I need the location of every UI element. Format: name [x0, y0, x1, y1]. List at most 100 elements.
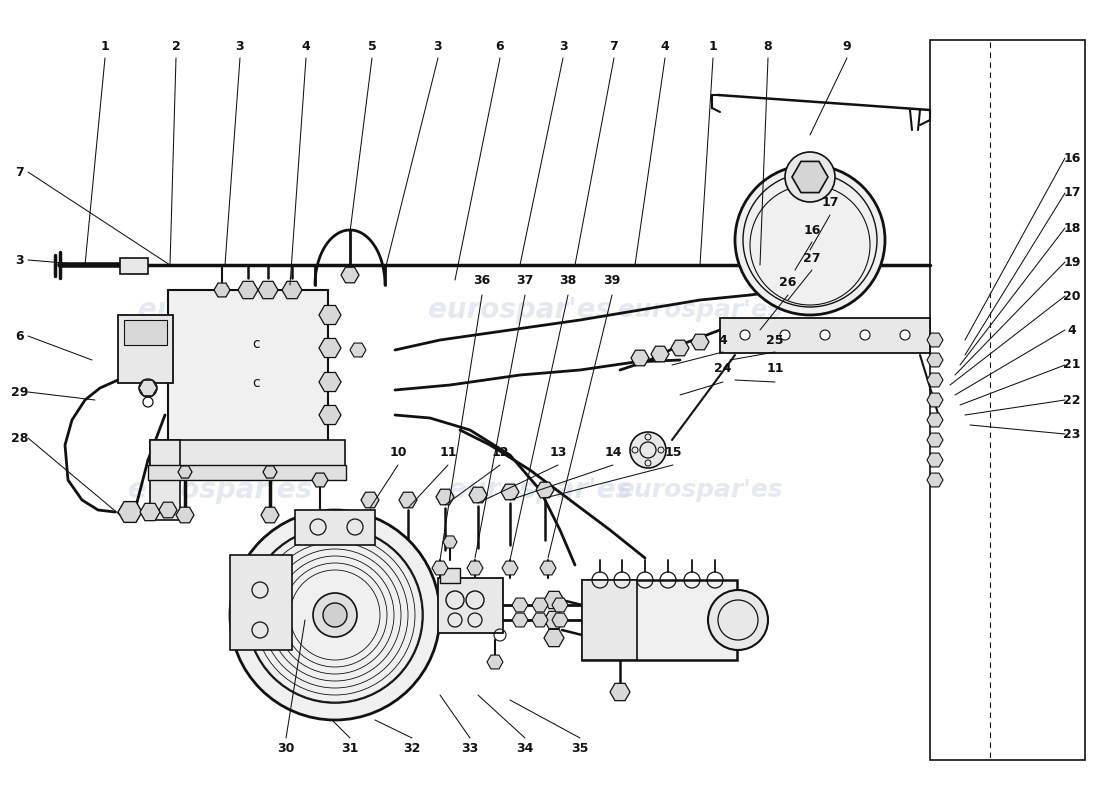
Polygon shape: [139, 380, 157, 396]
Polygon shape: [261, 507, 279, 522]
Polygon shape: [178, 466, 192, 478]
Text: 4: 4: [661, 39, 670, 53]
Text: 1: 1: [708, 39, 717, 53]
Text: 2: 2: [172, 39, 180, 53]
Polygon shape: [118, 502, 142, 522]
Polygon shape: [927, 433, 943, 447]
Polygon shape: [927, 353, 943, 367]
Circle shape: [708, 590, 768, 650]
Text: 3: 3: [433, 39, 442, 53]
Text: 24: 24: [714, 362, 732, 374]
Polygon shape: [500, 484, 519, 500]
Text: 27: 27: [803, 251, 821, 265]
Polygon shape: [443, 536, 456, 548]
Bar: [150, 440, 345, 470]
Bar: [720, 318, 930, 353]
Text: 12: 12: [492, 446, 508, 458]
Polygon shape: [319, 406, 341, 425]
Polygon shape: [176, 507, 194, 522]
Text: c: c: [252, 376, 260, 390]
Text: 3: 3: [235, 39, 244, 53]
Text: 13: 13: [549, 446, 566, 458]
Circle shape: [323, 603, 346, 627]
Bar: [582, 580, 637, 660]
Polygon shape: [651, 346, 669, 362]
Circle shape: [860, 330, 870, 340]
Text: 35: 35: [571, 742, 588, 754]
Text: 6: 6: [15, 330, 24, 342]
Text: 38: 38: [560, 274, 576, 286]
Polygon shape: [319, 373, 341, 391]
Polygon shape: [341, 267, 359, 282]
Text: 3: 3: [15, 254, 24, 266]
Polygon shape: [319, 306, 341, 325]
Text: 39: 39: [604, 274, 620, 286]
Text: 16: 16: [1064, 151, 1080, 165]
Text: 32: 32: [404, 742, 420, 754]
Bar: [930, 40, 1085, 760]
Text: 4: 4: [718, 334, 727, 346]
Text: eurospar'es: eurospar'es: [128, 476, 312, 504]
Polygon shape: [399, 492, 417, 508]
Text: c: c: [252, 338, 260, 351]
Text: 26: 26: [779, 275, 796, 289]
Bar: [440, 568, 460, 583]
Polygon shape: [544, 611, 564, 629]
Polygon shape: [312, 473, 328, 487]
Text: 21: 21: [1064, 358, 1080, 371]
Polygon shape: [160, 502, 177, 518]
Bar: [148, 465, 346, 480]
Text: 19: 19: [1064, 255, 1080, 269]
Text: eurospar'es: eurospar'es: [138, 296, 322, 324]
Polygon shape: [610, 683, 630, 701]
Polygon shape: [552, 613, 568, 627]
Polygon shape: [927, 453, 943, 467]
Circle shape: [900, 330, 910, 340]
Text: 33: 33: [461, 742, 478, 754]
Polygon shape: [469, 487, 487, 502]
Text: 29: 29: [11, 386, 29, 398]
Text: 11: 11: [767, 362, 783, 374]
Polygon shape: [214, 283, 230, 297]
Text: 5: 5: [367, 39, 376, 53]
Circle shape: [785, 152, 835, 202]
Polygon shape: [432, 561, 448, 575]
Bar: [120, 258, 148, 274]
Text: 1: 1: [100, 39, 109, 53]
Polygon shape: [319, 338, 341, 358]
Polygon shape: [927, 393, 943, 407]
Circle shape: [630, 432, 666, 468]
Polygon shape: [532, 613, 548, 627]
Text: 37: 37: [516, 274, 534, 286]
Text: 31: 31: [341, 742, 359, 754]
Circle shape: [314, 593, 358, 637]
Bar: [168, 290, 328, 445]
Bar: [438, 578, 503, 633]
Text: 7: 7: [15, 166, 24, 178]
Text: eurospar'es: eurospar'es: [428, 296, 612, 324]
Polygon shape: [671, 340, 689, 356]
Text: 25: 25: [767, 334, 783, 346]
Polygon shape: [140, 503, 159, 521]
Bar: [124, 320, 167, 345]
Text: 23: 23: [1064, 427, 1080, 441]
Polygon shape: [927, 373, 943, 387]
Text: 4: 4: [301, 39, 310, 53]
Text: eurospar'es: eurospar'es: [617, 298, 783, 322]
Polygon shape: [282, 282, 303, 298]
Polygon shape: [927, 473, 943, 487]
Circle shape: [740, 330, 750, 340]
Polygon shape: [361, 492, 379, 508]
Polygon shape: [468, 561, 483, 575]
Polygon shape: [512, 598, 528, 612]
Text: 17: 17: [1064, 186, 1080, 199]
Polygon shape: [238, 282, 258, 298]
Text: 14: 14: [604, 446, 622, 458]
Polygon shape: [792, 162, 828, 193]
Polygon shape: [512, 613, 528, 627]
Text: 10: 10: [389, 446, 407, 458]
Polygon shape: [631, 350, 649, 366]
Text: 8: 8: [763, 39, 772, 53]
Circle shape: [820, 330, 830, 340]
Text: 20: 20: [1064, 290, 1080, 302]
